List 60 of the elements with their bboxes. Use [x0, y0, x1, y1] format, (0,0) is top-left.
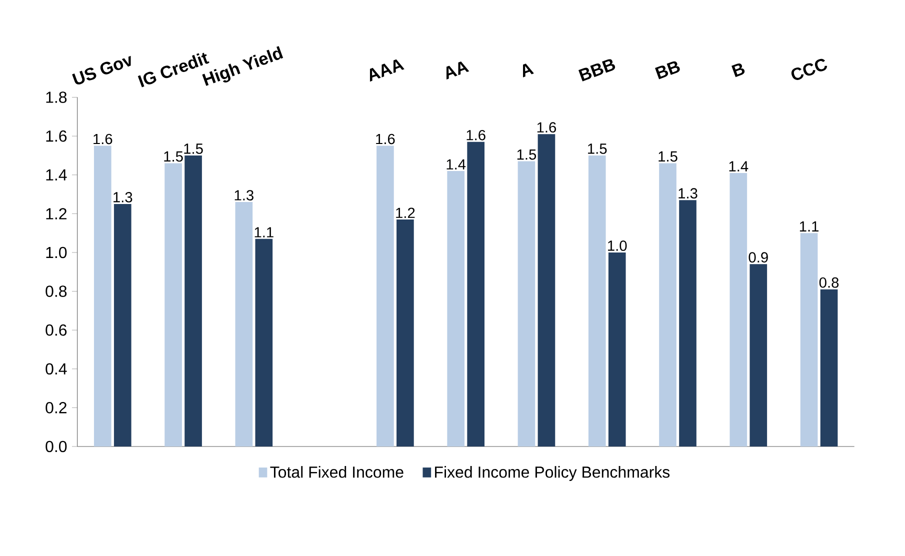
- x-tick-label: CCC: [791, 59, 828, 80]
- bar: [235, 202, 253, 447]
- bar: [659, 163, 676, 447]
- y-tick-label: 1.6: [46, 130, 67, 142]
- y-tick-label: 0.8: [46, 286, 67, 298]
- data-label: 1.5: [164, 152, 183, 162]
- bar: [800, 233, 818, 447]
- data-label: 1.1: [800, 222, 819, 232]
- bar: [608, 252, 626, 447]
- bar: [730, 173, 748, 447]
- x-tick-label: AAA: [370, 59, 404, 82]
- bar: [255, 239, 273, 447]
- data-label: 1.6: [537, 122, 556, 133]
- data-label: 1.3: [678, 188, 698, 199]
- bar: [184, 156, 202, 447]
- data-label: 0.8: [819, 277, 839, 288]
- bar: [820, 289, 838, 447]
- x-tick-label: US Gov: [72, 56, 131, 85]
- bar: [538, 134, 556, 447]
- data-label: 1.6: [376, 134, 395, 144]
- x-tick-label: AA: [446, 62, 470, 80]
- data-label: 1.0: [608, 240, 627, 251]
- data-label: 1.5: [588, 144, 607, 154]
- bar: [94, 146, 112, 447]
- y-tick-label: 1.2: [46, 208, 66, 220]
- data-label: 1.6: [94, 134, 112, 144]
- bar: [114, 204, 132, 447]
- x-tick-label: BBB: [578, 59, 616, 82]
- data-label: 1.5: [658, 152, 678, 162]
- data-label: 0.9: [748, 252, 768, 263]
- data-label: 1.1: [254, 227, 274, 238]
- y-tick-label: 1.4: [46, 170, 67, 180]
- bar: [588, 156, 606, 447]
- data-label: 1.2: [396, 208, 415, 218]
- data-label: 1.3: [114, 192, 132, 202]
- y-tick-label: 0.2: [46, 402, 66, 414]
- data-label: 1.3: [234, 190, 254, 201]
- bar: [164, 163, 182, 447]
- y-tick-label: 0.0: [46, 440, 67, 452]
- x-tick-label: A: [523, 64, 534, 78]
- bar: [679, 200, 696, 447]
- bar: [467, 142, 484, 447]
- y-tick-label: 1.0: [46, 246, 67, 258]
- legend-label: Fixed Income Policy Benchmarks: [435, 466, 670, 482]
- bar: [396, 220, 414, 447]
- data-label: 1.4: [729, 161, 748, 172]
- data-label: 1.5: [517, 150, 536, 160]
- y-tick-label: 0.6: [46, 324, 67, 336]
- x-tick-label: B: [732, 64, 745, 78]
- y-tick-label: 1.8: [46, 92, 67, 104]
- y-tick-label: 0.4: [46, 363, 67, 375]
- data-label: 1.4: [446, 159, 466, 170]
- data-label: 1.5: [184, 144, 203, 154]
- bar: [518, 161, 536, 447]
- data-label: 1.6: [466, 130, 486, 140]
- bar: [447, 171, 465, 447]
- bar: [376, 146, 394, 447]
- x-tick-label: BB: [655, 61, 680, 80]
- bar: [750, 264, 768, 447]
- legend-label: Total Fixed Income: [270, 466, 404, 478]
